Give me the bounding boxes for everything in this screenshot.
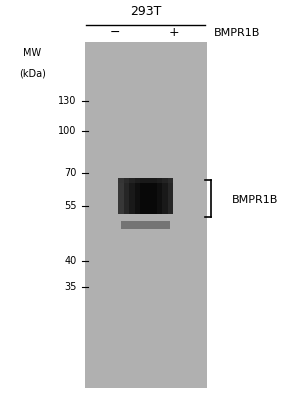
Bar <box>118 178 173 214</box>
Text: 40: 40 <box>64 256 76 266</box>
Bar <box>121 221 171 229</box>
Bar <box>124 178 129 214</box>
Bar <box>129 178 135 214</box>
Text: BMPR1B: BMPR1B <box>232 195 278 205</box>
Bar <box>135 178 140 214</box>
Bar <box>85 42 207 388</box>
Text: −: − <box>109 26 120 39</box>
Bar <box>118 178 124 214</box>
Text: 293T: 293T <box>130 5 161 18</box>
Text: 35: 35 <box>64 282 76 292</box>
Bar <box>168 178 173 214</box>
Bar <box>157 178 162 214</box>
Text: (kDa): (kDa) <box>19 68 46 78</box>
Text: 55: 55 <box>64 202 76 211</box>
Text: 100: 100 <box>58 126 76 136</box>
Bar <box>118 178 173 183</box>
Text: 130: 130 <box>58 96 76 106</box>
Text: MW: MW <box>23 48 42 58</box>
Bar <box>162 178 168 214</box>
Text: +: + <box>169 26 179 39</box>
Text: 70: 70 <box>64 168 76 178</box>
Text: BMPR1B: BMPR1B <box>214 28 260 38</box>
